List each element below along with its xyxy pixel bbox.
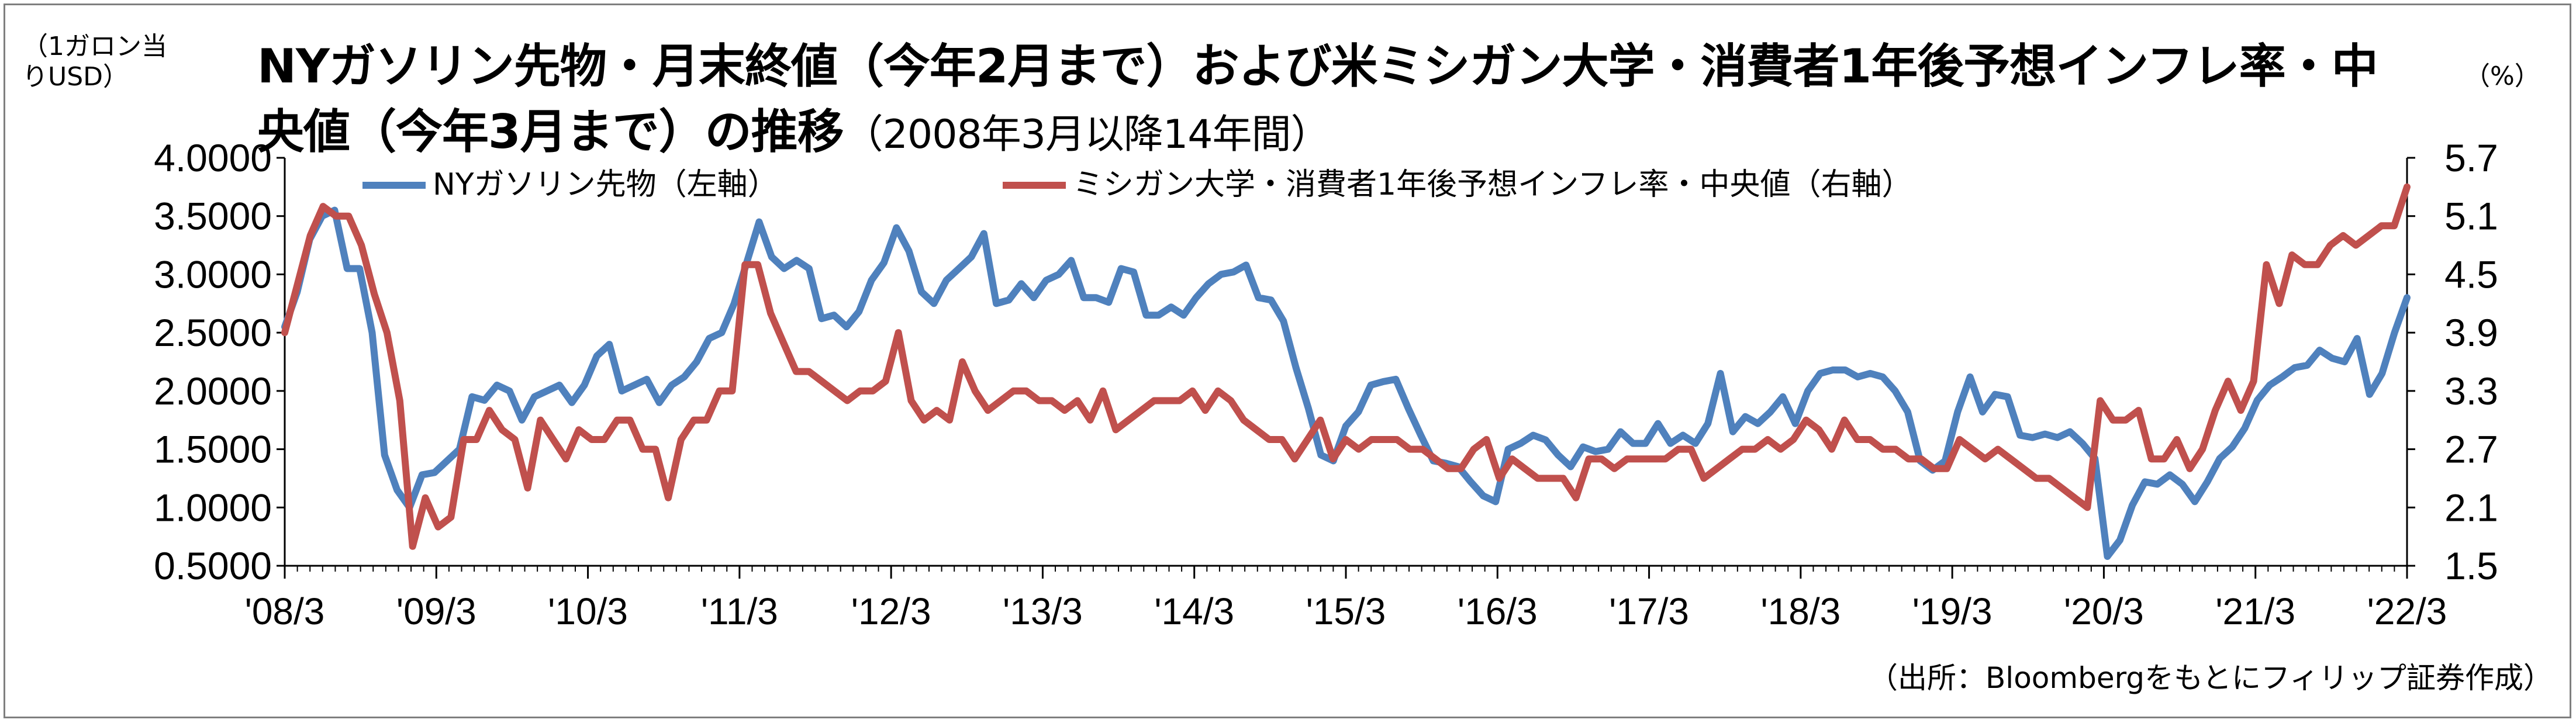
left-axis-unit: （1ガロン当りUSD） (22, 32, 167, 92)
legend-label-inflation: ミシガン大学・消費者1年後予想インフレ率・中央値（右軸） (1073, 167, 1912, 202)
right-tick-label: 1.5 (2444, 544, 2498, 587)
x-tick-label: '12/3 (851, 590, 931, 632)
left-tick-label: 4.0000 (154, 136, 272, 179)
gasoline-futures-line (281, 206, 2411, 560)
left-tick-label: 3.0000 (154, 252, 272, 296)
axes: 4.0000 3.5000 3.0000 2.5000 2.0000 1.5000 1.00… (154, 136, 2498, 632)
x-tick-label: '20/3 (2064, 590, 2144, 632)
right-tick-label: 2.1 (2444, 486, 2498, 529)
inflation-expectation-line (281, 183, 2411, 550)
chart-frame (4, 4, 2571, 718)
left-tick-label: 1.5000 (154, 428, 272, 471)
legend: NYガソリン先物（左軸） ミシガン大学・消費者1年後予想インフレ率・中央値（右軸） (362, 167, 1912, 202)
x-tick-label: '18/3 (1760, 590, 1841, 632)
left-tick-label: 2.0000 (154, 369, 272, 413)
x-tick-label: '14/3 (1154, 590, 1234, 632)
source-note: （出所：Bloombergをもとにフィリップ証券作成） (1869, 661, 2553, 695)
x-tick-label: '19/3 (1912, 590, 1993, 632)
x-tick-label: '11/3 (701, 590, 778, 632)
right-tick-label: 4.5 (2444, 252, 2498, 296)
right-tick-label: 5.1 (2444, 195, 2498, 238)
series-lines (281, 183, 2411, 560)
x-tick-label: '13/3 (1003, 590, 1083, 632)
x-tick-label: '15/3 (1306, 590, 1386, 632)
x-tick-label: '22/3 (2367, 590, 2447, 632)
right-tick-label: 2.7 (2444, 428, 2498, 471)
left-tick-label: 2.5000 (154, 311, 272, 354)
right-tick-label: 3.9 (2444, 311, 2498, 354)
chart-title: NYガソリン先物・月末終値（今年2月まで）および米ミシガン大学・消費者1年後予想… (257, 34, 2420, 168)
x-tick-label: '17/3 (1609, 590, 1689, 632)
left-tick-label: 1.0000 (154, 486, 272, 529)
right-tick-label: 3.3 (2444, 369, 2498, 413)
right-tick-label: 5.7 (2444, 136, 2498, 179)
left-tick-label: 3.5000 (154, 195, 272, 238)
x-tick-label: '21/3 (2215, 590, 2295, 632)
legend-label-gasoline: NYガソリン先物（左軸） (433, 167, 778, 202)
x-tick-label: '09/3 (396, 590, 476, 632)
chart-title-main: NYガソリン先物・月末終値（今年2月まで）および米ミシガン大学・消費者1年後予想… (257, 39, 2378, 159)
x-tick-label: '08/3 (245, 590, 325, 632)
left-tick-label: 0.5000 (154, 544, 272, 587)
x-tick-label: '16/3 (1458, 590, 1538, 632)
x-tick-label: '10/3 (548, 590, 628, 632)
chart-title-sub: （2008年3月以降14年間） (843, 112, 1331, 158)
right-axis-unit: （%） (2464, 61, 2540, 91)
